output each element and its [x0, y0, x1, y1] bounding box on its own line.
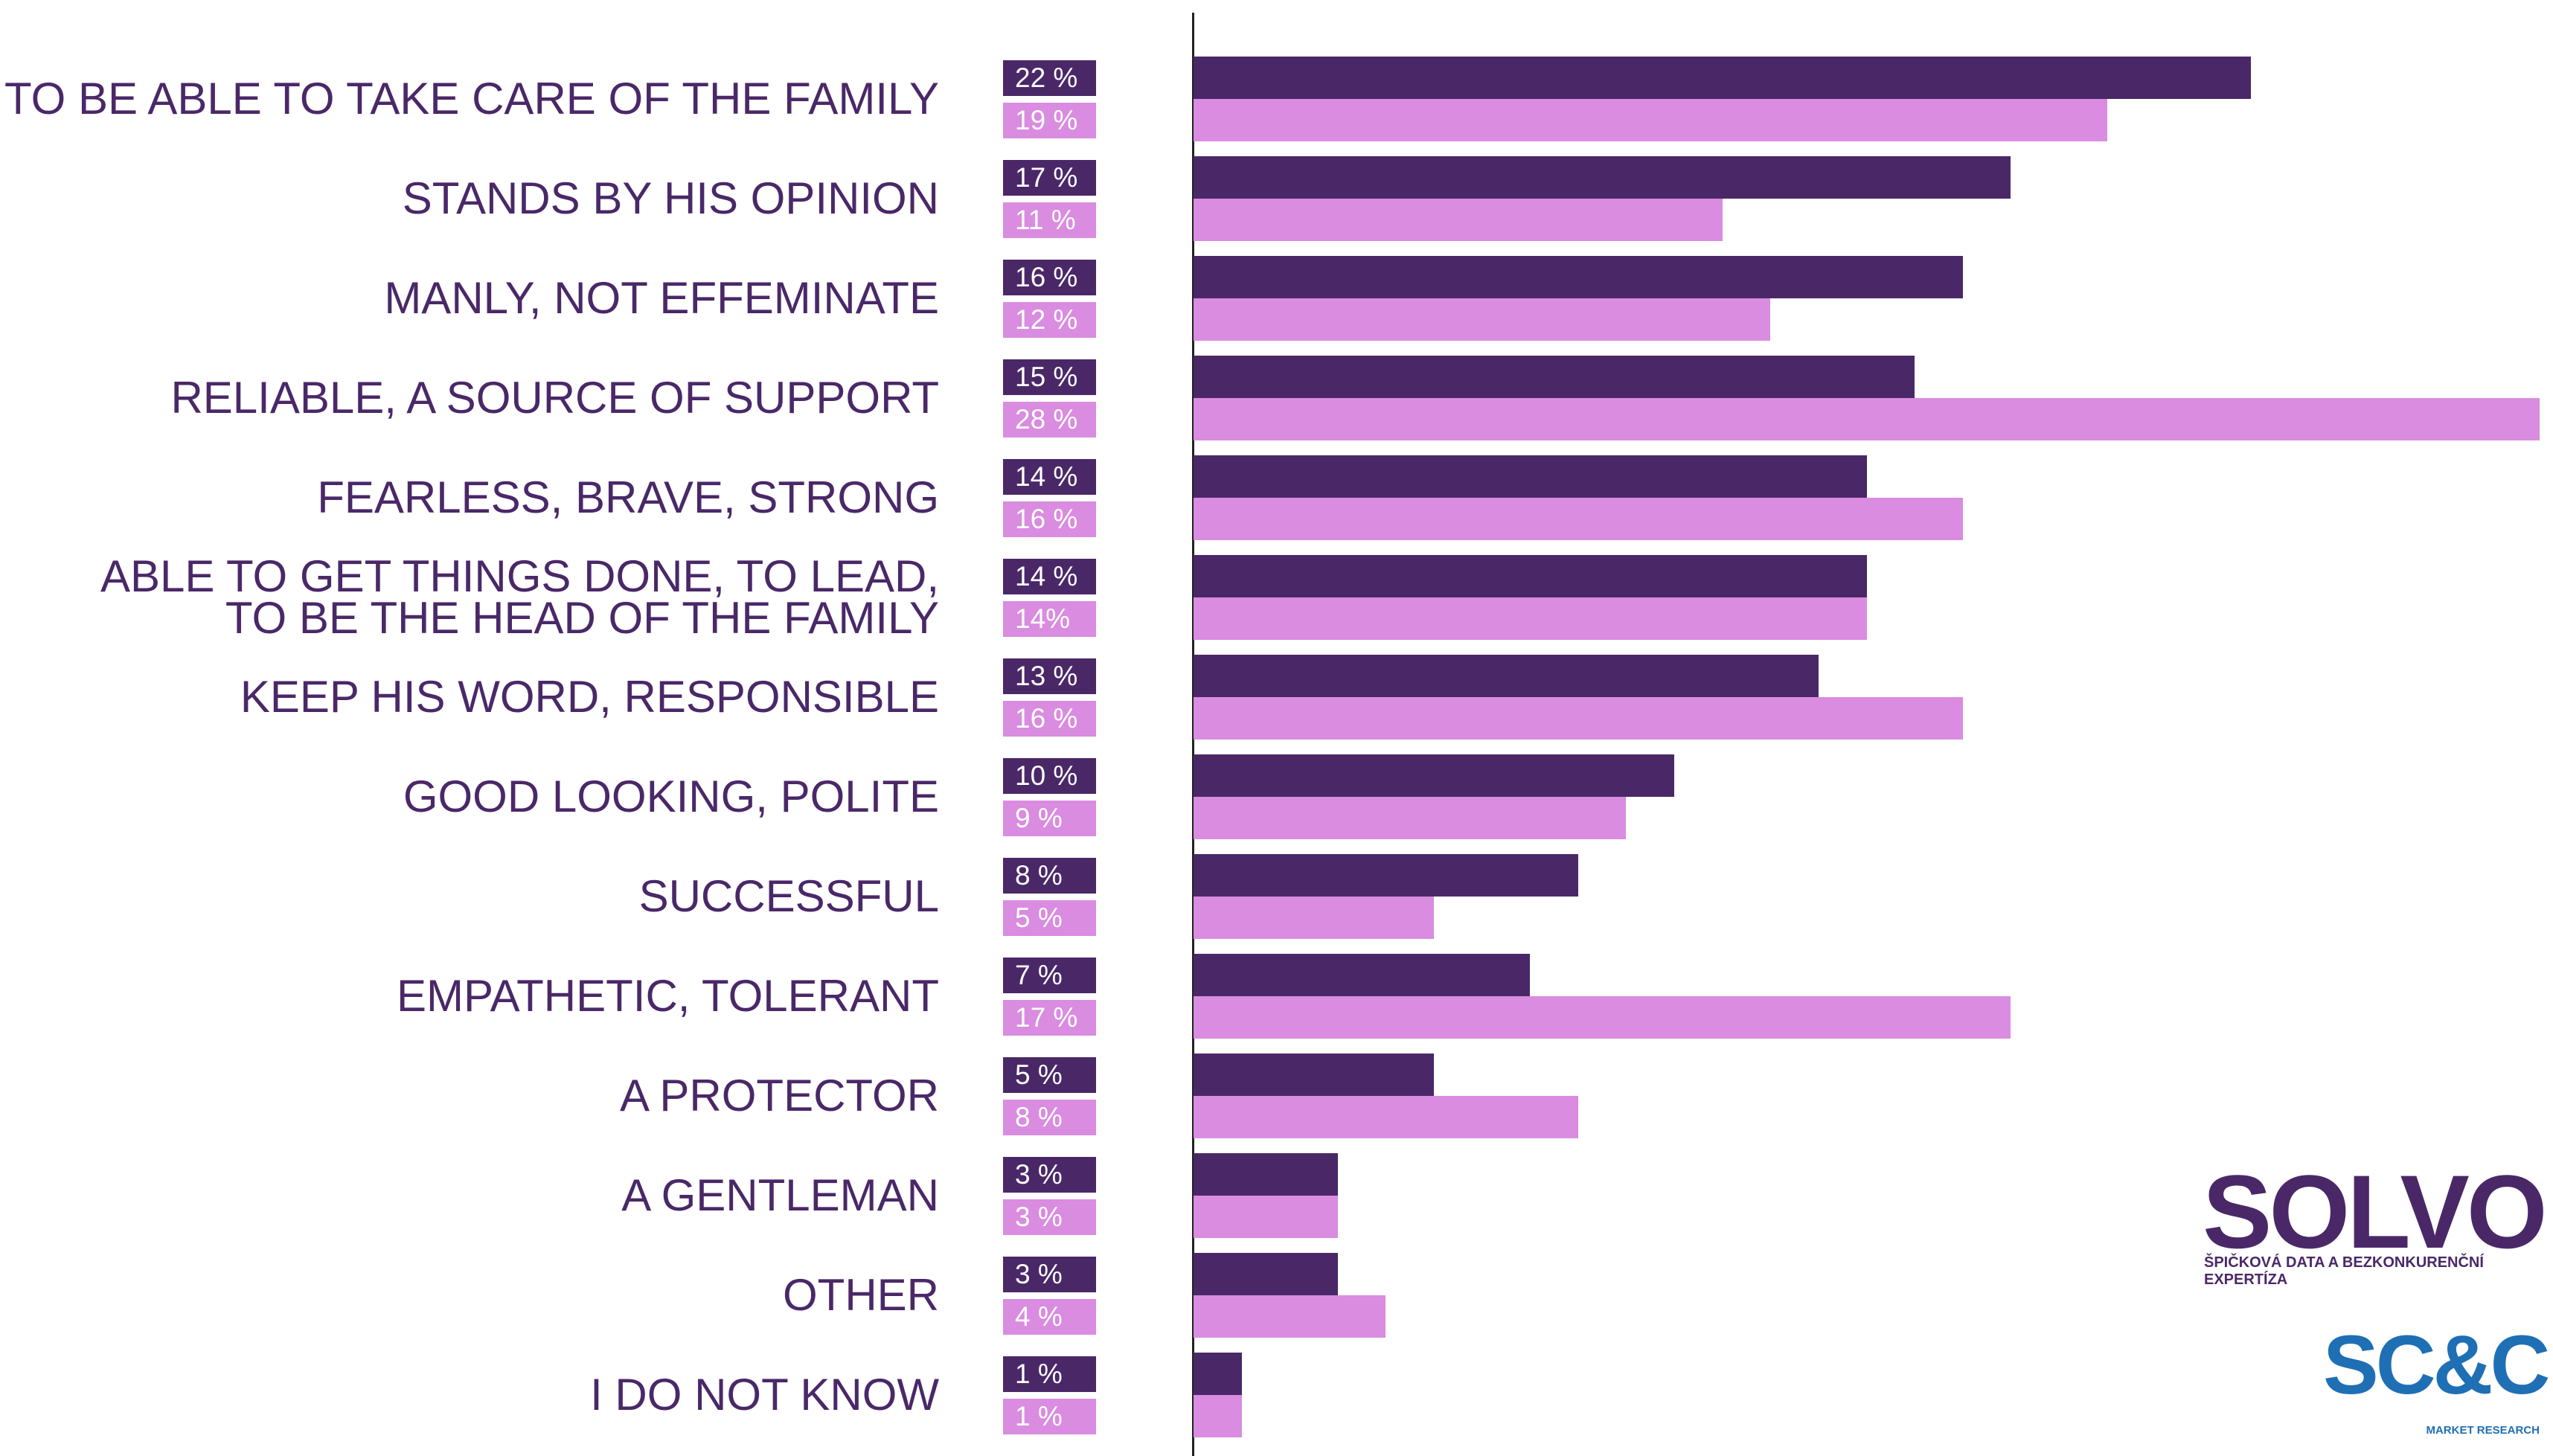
bar	[1194, 1295, 1386, 1338]
scc-logo: SC&C	[2323, 1318, 2550, 1411]
bar	[1194, 1253, 1338, 1295]
value-label: 8 %	[1003, 1099, 1096, 1135]
value-label: 5 %	[1003, 1056, 1096, 1093]
bar	[1194, 1353, 1242, 1395]
bar	[1194, 398, 2540, 440]
bar	[1194, 57, 2252, 99]
value-label: 22 %	[1003, 60, 1096, 96]
bar	[1194, 797, 1627, 839]
bar	[1194, 455, 1867, 498]
value-label: 1 %	[1003, 1356, 1096, 1392]
bar	[1194, 99, 2107, 141]
bar	[1194, 754, 1675, 797]
bar	[1194, 555, 1867, 597]
solvo-logo: SOLVO	[2203, 1153, 2548, 1270]
bar	[1194, 199, 1723, 241]
bar	[1194, 1395, 1242, 1437]
bar	[1194, 1153, 1338, 1196]
value-label: 13 %	[1003, 658, 1096, 694]
value-label: 1 %	[1003, 1398, 1096, 1434]
value-label: 3 %	[1003, 1199, 1096, 1235]
category-label: OTHER	[783, 1270, 939, 1321]
category-label: FEARLESS, BRAVE, STRONG	[317, 472, 939, 523]
category-label: SUCCESSFUL	[638, 871, 939, 922]
bar	[1194, 1053, 1435, 1096]
value-label: 16 %	[1003, 501, 1096, 537]
value-label: 16 %	[1003, 700, 1096, 737]
value-label: 7 %	[1003, 957, 1096, 993]
value-label: 16 %	[1003, 259, 1096, 295]
category-label: GOOD LOOKING, POLITE	[403, 772, 939, 822]
bar	[1194, 1196, 1338, 1238]
bar	[1194, 597, 1867, 640]
bar	[1194, 256, 1963, 298]
scc-tagline: MARKET RESEARCH	[2426, 1424, 2540, 1437]
category-label: MANLY, NOT EFFEMINATE	[384, 273, 939, 324]
value-label: 10 %	[1003, 757, 1096, 794]
category-label: A PROTECTOR	[620, 1071, 939, 1121]
value-label: 28 %	[1003, 401, 1096, 437]
value-label: 3 %	[1003, 1256, 1096, 1292]
bar	[1194, 697, 1963, 740]
bar	[1194, 897, 1435, 939]
solvo-tagline: ŠPIČKOVÁ DATA A BEZKONKURENČNÍ EXPERTÍZA	[2204, 1254, 2484, 1288]
bar	[1194, 356, 1915, 398]
category-label: I DO NOT KNOW	[590, 1370, 939, 1420]
value-label: 19 %	[1003, 102, 1096, 138]
value-label: 3 %	[1003, 1156, 1096, 1193]
category-label: ABLE TO GET THINGS DONE, TO LEAD, TO BE …	[100, 551, 939, 643]
bar	[1194, 1096, 1578, 1138]
bar	[1194, 854, 1578, 897]
bar	[1194, 498, 1963, 540]
value-label: 4 %	[1003, 1298, 1096, 1335]
value-label: 15 %	[1003, 359, 1096, 395]
value-label: 14 %	[1003, 458, 1096, 495]
value-label: 5 %	[1003, 899, 1096, 936]
value-label: 11 %	[1003, 202, 1096, 238]
axis-line	[1192, 13, 1194, 1456]
category-label: RELIABLE, A SOURCE OF SUPPORT	[170, 373, 939, 423]
value-label: 17 %	[1003, 999, 1096, 1036]
category-label: TO BE ABLE TO TAKE CARE OF THE FAMILY	[4, 74, 939, 124]
category-label: KEEP HIS WORD, RESPONSIBLE	[240, 672, 939, 722]
bar	[1194, 954, 1531, 996]
bar	[1194, 655, 1819, 697]
bar	[1194, 996, 2011, 1039]
value-label: 12 %	[1003, 301, 1096, 338]
category-label: EMPATHETIC, TOLERANT	[397, 971, 939, 1022]
value-label: 14%	[1003, 600, 1096, 637]
value-label: 9 %	[1003, 800, 1096, 836]
category-label: STANDS BY HIS OPINION	[402, 173, 939, 224]
bar	[1194, 298, 1771, 341]
value-label: 17 %	[1003, 159, 1096, 196]
bar	[1194, 156, 2011, 199]
value-label: 8 %	[1003, 857, 1096, 894]
value-label: 14 %	[1003, 558, 1096, 594]
category-label: A GENTLEMAN	[621, 1170, 939, 1221]
